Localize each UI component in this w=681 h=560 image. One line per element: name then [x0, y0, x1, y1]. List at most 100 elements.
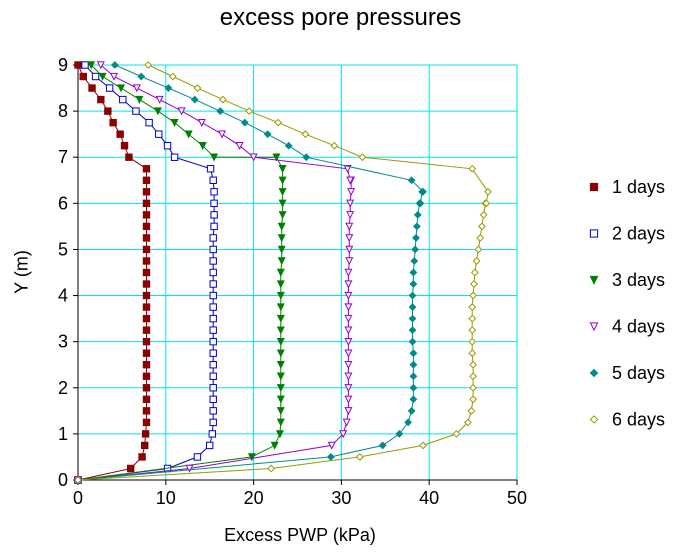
legend-label-1: 1 days [612, 177, 665, 197]
legend-marker-2 [590, 230, 597, 237]
data-point-series-1 [105, 108, 111, 114]
data-point-series-5 [138, 73, 144, 79]
data-point-series-5 [414, 223, 420, 229]
data-point-series-3 [278, 350, 284, 356]
data-point-series-2 [210, 419, 216, 425]
data-point-series-5 [409, 292, 415, 298]
y-tick-label: 9 [58, 55, 68, 75]
data-point-series-6 [469, 327, 475, 333]
data-point-series-3 [278, 223, 284, 229]
data-point-series-4 [199, 119, 205, 125]
data-point-series-1 [143, 292, 149, 298]
y-tick-label: 3 [58, 332, 68, 352]
data-point-series-3 [278, 304, 284, 310]
data-point-series-5 [415, 212, 421, 218]
data-point-series-1 [143, 166, 149, 172]
data-point-series-5 [410, 350, 416, 356]
series-line-1 [78, 65, 147, 480]
data-point-series-6 [302, 131, 308, 137]
x-tick-label: 0 [73, 488, 83, 508]
y-tick-label: 2 [58, 378, 68, 398]
data-point-series-4 [345, 327, 351, 333]
data-point-series-3 [99, 73, 105, 79]
legend-label-2: 2 days [612, 224, 665, 244]
data-point-series-2 [106, 85, 112, 91]
x-axis-label: Excess PWP (kPa) [120, 525, 480, 546]
y-tick-label: 6 [58, 193, 68, 213]
series-line-3 [78, 65, 283, 480]
data-point-series-5 [410, 373, 416, 379]
series-line-6 [78, 65, 488, 480]
data-point-series-5 [242, 119, 248, 125]
data-point-series-2 [133, 108, 139, 114]
data-point-series-2 [210, 177, 216, 183]
data-point-series-6 [145, 62, 151, 68]
data-point-series-6 [420, 442, 426, 448]
data-point-series-1 [143, 189, 149, 195]
data-point-series-6 [469, 304, 475, 310]
data-point-series-2 [207, 166, 213, 172]
data-point-series-2 [210, 396, 216, 402]
data-point-series-2 [210, 338, 216, 344]
data-point-series-5 [409, 327, 415, 333]
data-point-series-1 [143, 408, 149, 414]
legend-marker-3 [590, 276, 597, 283]
data-point-series-2 [171, 154, 177, 160]
data-point-series-6 [470, 396, 476, 402]
data-point-series-2 [211, 189, 217, 195]
y-tick-label: 1 [58, 424, 68, 444]
y-tick-label: 5 [58, 239, 68, 259]
data-point-series-3 [278, 419, 284, 425]
data-point-series-6 [471, 281, 477, 287]
data-point-series-5 [112, 62, 118, 68]
data-point-series-6 [268, 465, 274, 471]
data-point-series-4 [345, 350, 351, 356]
legend-marker-1 [590, 183, 597, 190]
data-point-series-6 [357, 454, 363, 460]
data-point-series-5 [217, 108, 223, 114]
data-point-series-5 [410, 269, 416, 275]
data-point-series-1 [143, 327, 149, 333]
data-point-series-4 [343, 419, 349, 425]
data-point-series-3 [118, 85, 124, 91]
data-point-series-1 [143, 223, 149, 229]
data-point-series-1 [117, 131, 123, 137]
data-point-series-1 [126, 154, 132, 160]
data-point-series-1 [143, 338, 149, 344]
data-point-series-6 [469, 350, 475, 356]
data-point-series-4 [345, 362, 351, 368]
data-point-series-5 [408, 408, 414, 414]
data-point-series-5 [410, 362, 416, 368]
data-point-series-5 [409, 315, 415, 321]
data-point-series-1 [143, 362, 149, 368]
data-point-series-4 [345, 396, 351, 402]
data-point-series-4 [346, 223, 352, 229]
data-point-series-2 [210, 246, 216, 252]
data-point-series-2 [210, 373, 216, 379]
legend-marker-6 [590, 416, 597, 423]
data-point-series-6 [194, 85, 200, 91]
data-point-series-3 [278, 327, 284, 333]
y-tick-label: 7 [58, 147, 68, 167]
data-point-series-3 [278, 315, 284, 321]
data-point-series-1 [142, 442, 148, 448]
data-point-series-4 [345, 373, 351, 379]
data-point-series-1 [121, 142, 127, 148]
data-point-series-1 [143, 269, 149, 275]
data-point-series-4 [345, 315, 351, 321]
data-point-series-2 [164, 142, 170, 148]
data-point-series-1 [98, 96, 104, 102]
data-point-series-5 [303, 154, 309, 160]
data-point-series-6 [468, 408, 474, 414]
data-point-series-1 [80, 73, 86, 79]
data-point-series-6 [480, 212, 486, 218]
data-point-series-4 [345, 408, 351, 414]
data-point-series-6 [475, 246, 481, 252]
data-point-series-2 [210, 304, 216, 310]
data-point-series-3 [278, 269, 284, 275]
data-point-series-6 [470, 362, 476, 368]
x-tick-label: 30 [331, 488, 351, 508]
data-point-series-4 [345, 269, 351, 275]
legend-label-4: 4 days [612, 317, 665, 337]
data-point-series-6 [170, 73, 176, 79]
